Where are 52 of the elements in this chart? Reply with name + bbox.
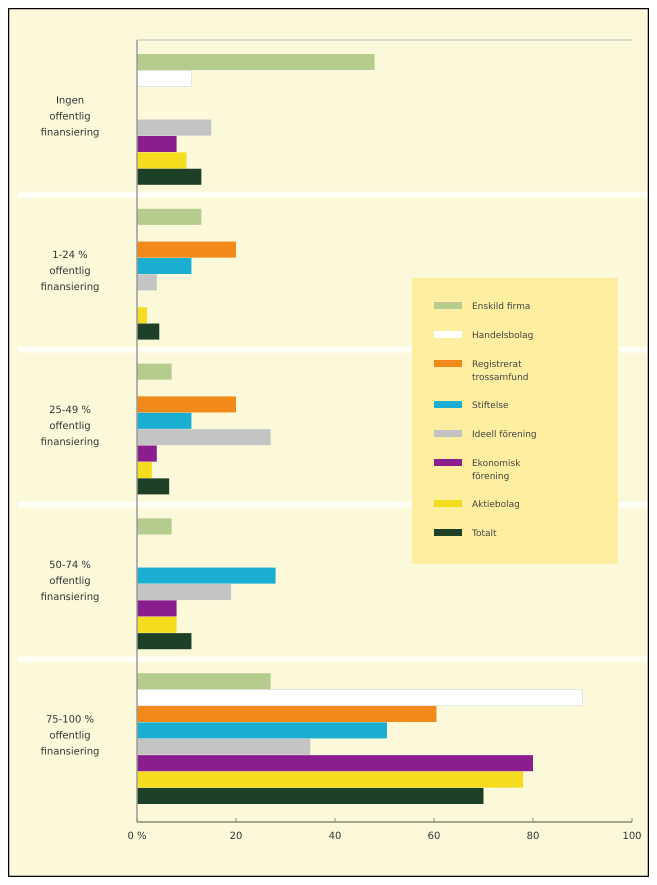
bar: [137, 462, 152, 478]
bar: [137, 54, 375, 70]
y-tick-label: Ingen offentlig finansiering: [40, 95, 100, 138]
bar: [137, 136, 177, 152]
bar: [137, 738, 310, 755]
legend-label: Stiftelse: [472, 401, 510, 411]
bar: [137, 324, 160, 340]
bar: [137, 120, 212, 136]
bar: [137, 673, 271, 690]
bar: [137, 616, 177, 633]
bar: [137, 518, 172, 534]
bar: [137, 772, 524, 788]
bar: [137, 412, 192, 429]
bar: [137, 633, 192, 650]
x-tick-label: 0 %: [127, 831, 147, 842]
bar: [137, 208, 202, 225]
x-tick-label: 40: [328, 831, 342, 842]
legend-label: Enskild firma: [472, 302, 530, 312]
y-tick-label: 25-49 % offentlig finansiering: [40, 405, 100, 448]
legend-label: Ekonomisk förening: [472, 459, 522, 482]
x-tick-label: 60: [428, 831, 440, 842]
bar: [137, 152, 186, 168]
bar: [137, 274, 157, 290]
bar: [137, 429, 271, 446]
bar: [137, 600, 177, 616]
bar: [137, 568, 276, 584]
bar: [136, 70, 192, 87]
bar: [137, 364, 172, 380]
y-tick-label: 50-74 % offentlig finansiering: [40, 560, 100, 603]
bar: [137, 788, 484, 804]
bar: [137, 168, 202, 185]
x-tick-label: 80: [526, 831, 540, 842]
y-tick-label: 1-24 % offentlig finansiering: [40, 250, 100, 294]
bar: [137, 478, 170, 494]
bar: [137, 706, 436, 722]
bar: [137, 722, 387, 738]
legend-label: Aktiebolag: [472, 500, 520, 510]
legend-label: Ideell förening: [472, 430, 537, 440]
legend-label: Handelsbolag: [472, 331, 534, 341]
bar: [137, 258, 192, 274]
bar: [137, 446, 157, 462]
x-tick-label: 100: [622, 831, 642, 842]
legend-label: Totalt: [471, 529, 498, 539]
bar: [137, 584, 232, 600]
x-tick-label: 20: [230, 831, 242, 842]
bar: [137, 755, 533, 772]
bar: [137, 242, 236, 258]
bar: [136, 689, 583, 706]
y-tick-label: 75-100 % offentlig finansiering: [40, 714, 100, 758]
bar: [137, 307, 147, 324]
bar: [137, 396, 236, 412]
legend-label: Registrerat trossamfund: [472, 360, 528, 383]
